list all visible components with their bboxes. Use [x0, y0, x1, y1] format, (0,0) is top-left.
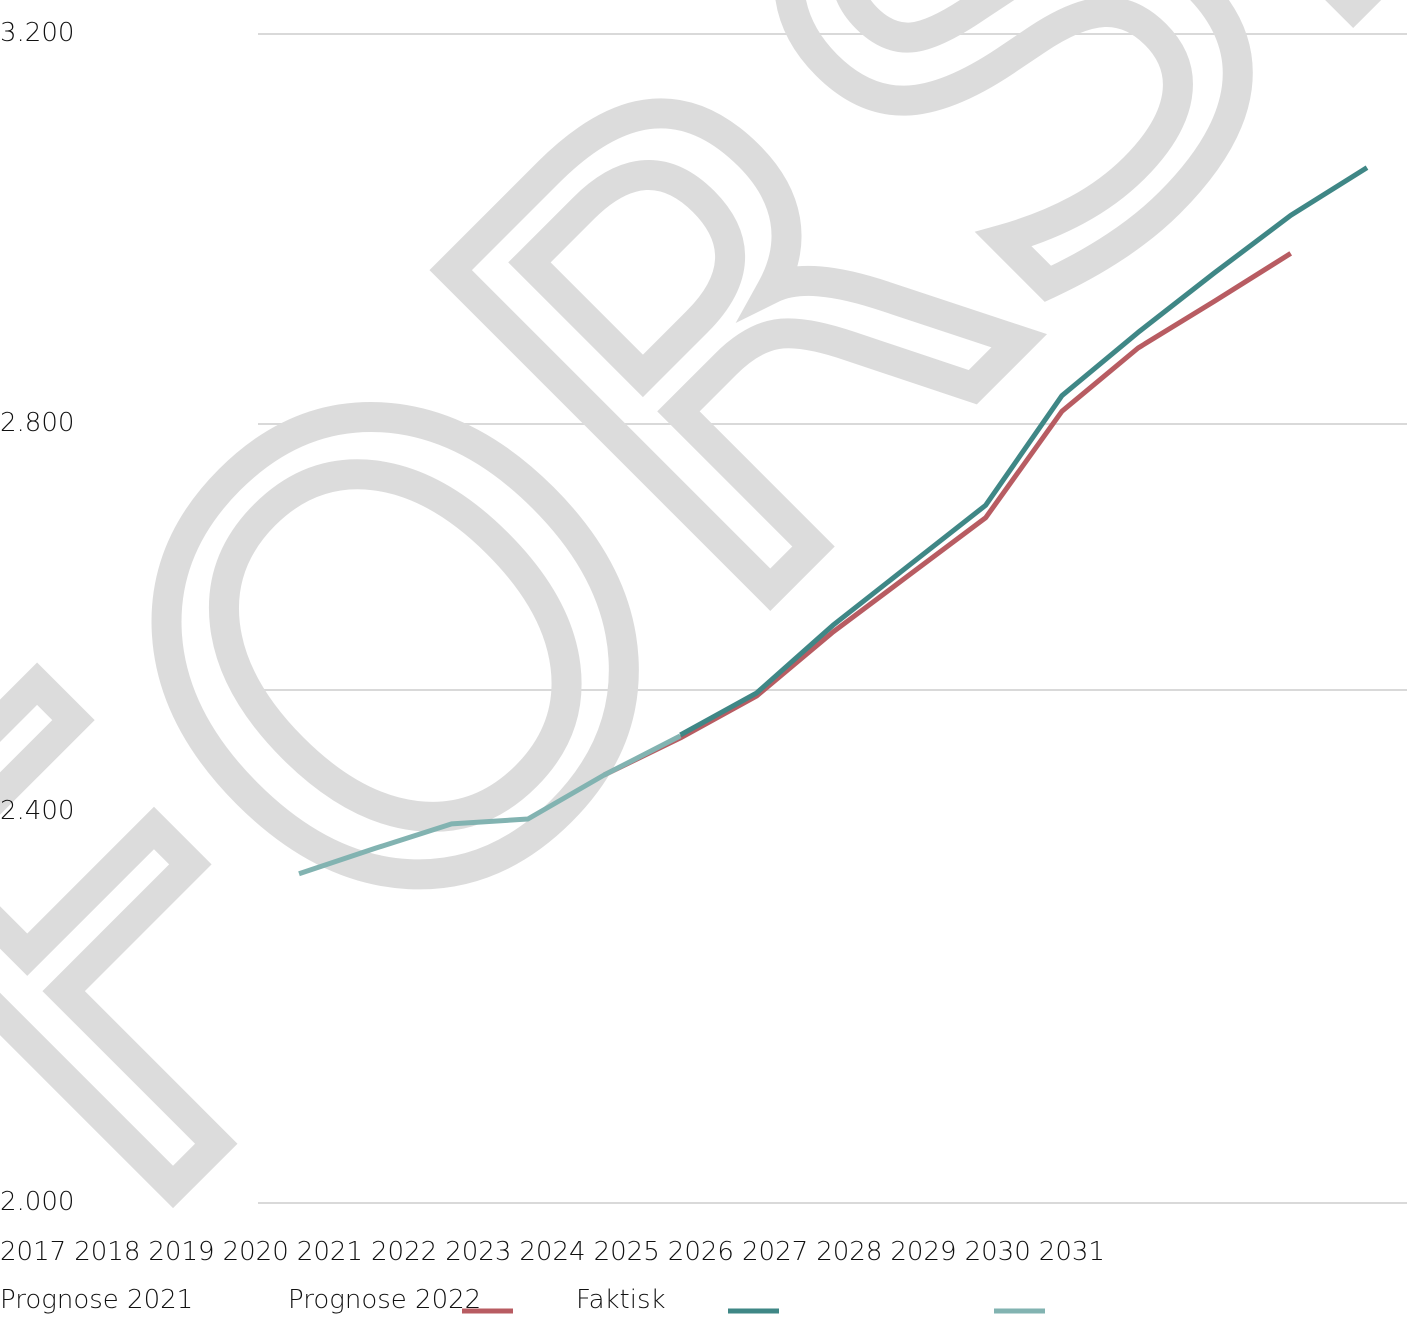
legend-label: Prognose 2021 [0, 1285, 193, 1315]
legend-label: Faktisk [576, 1285, 666, 1315]
series-lines [298, 165, 1369, 877]
series-line-2 [298, 733, 682, 877]
x-tick-label: 2030 [965, 1237, 1031, 1267]
x-tick-label: 2025 [594, 1237, 660, 1267]
x-tick-label: 2019 [148, 1237, 214, 1267]
x-tick-label: 2018 [74, 1237, 140, 1267]
y-tick-label: 2.000 [0, 1187, 74, 1217]
x-tick-label: 2027 [742, 1237, 808, 1267]
gridlines [258, 33, 1407, 1204]
x-axis-ticks: 2017 2018 2019 2020 2021 2022 2023 2024 2025 2026… [0, 1237, 1105, 1267]
x-tick-label: 2028 [816, 1237, 882, 1267]
x-tick-label: 2021 [297, 1237, 363, 1267]
series-line-0 [603, 251, 1293, 778]
y-tick-label: 2.800 [0, 408, 74, 438]
x-tick-label: 2031 [1039, 1237, 1105, 1267]
x-tick-label: 2022 [371, 1237, 437, 1267]
legend: Prognose 2021 Prognose 2022 Faktisk [0, 1285, 1045, 1315]
series-line-1 [679, 165, 1369, 738]
y-tick-label: 3.200 [0, 18, 74, 48]
legend-label: Prognose 2022 [288, 1285, 481, 1315]
x-tick-label: 2023 [445, 1237, 511, 1267]
x-tick-label: 2024 [519, 1237, 585, 1267]
y-tick-label: 2.400 [0, 796, 74, 826]
x-tick-label: 2017 [0, 1237, 66, 1267]
x-tick-label: 2026 [668, 1237, 734, 1267]
x-tick-label: 2029 [890, 1237, 956, 1267]
y-axis-ticks: 3.200 2.800 2.400 2.000 [0, 18, 74, 1217]
x-tick-label: 2020 [223, 1237, 289, 1267]
